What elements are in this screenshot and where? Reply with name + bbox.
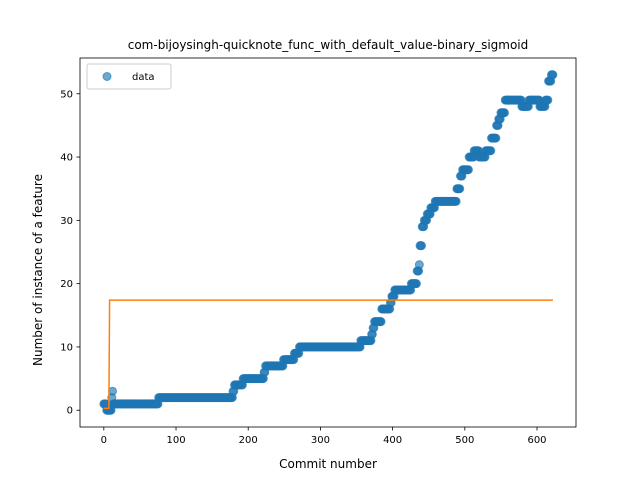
y-tick-label: 10 (60, 342, 73, 353)
x-tick-label: 200 (239, 435, 258, 446)
data-point (543, 95, 553, 105)
x-tick-label: 100 (166, 435, 185, 446)
data-point (451, 196, 461, 206)
y-tick-label: 30 (60, 216, 73, 227)
data-point (376, 317, 386, 327)
x-tick-label: 500 (455, 435, 474, 446)
data-point (486, 146, 496, 156)
y-tick-label: 50 (60, 89, 73, 100)
y-tick-label: 20 (60, 279, 73, 290)
legend-label-data: data (132, 72, 155, 83)
x-tick-label: 400 (383, 435, 402, 446)
data-point (500, 108, 510, 118)
y-tick-label: 40 (60, 153, 73, 164)
legend-frame (86, 63, 172, 90)
y-axis-label: Number of instance of a feature (31, 174, 45, 366)
x-tick-label: 600 (527, 435, 546, 446)
data-point (455, 184, 465, 194)
chart-title: com-bijoysingh-quicknote_func_with_defau… (128, 38, 529, 52)
data-point (417, 241, 426, 251)
data-point (491, 133, 501, 143)
fit-line (103, 299, 553, 410)
axes-frame (79, 57, 577, 428)
legend-marker-data (102, 72, 112, 81)
data-point (411, 279, 421, 289)
x-axis-label: Commit number (279, 457, 377, 471)
y-tick-label: 0 (67, 406, 73, 417)
data-point (414, 260, 424, 270)
plot-area (99, 70, 558, 415)
axes: 0 100 200 300 400 500 600 0 10 20 30 40 50 (60, 57, 577, 446)
data-point (463, 165, 473, 175)
legend: data (86, 63, 172, 90)
x-tick-label: 0 (101, 435, 107, 446)
x-tick-label: 300 (311, 435, 330, 446)
data-point (548, 70, 558, 80)
